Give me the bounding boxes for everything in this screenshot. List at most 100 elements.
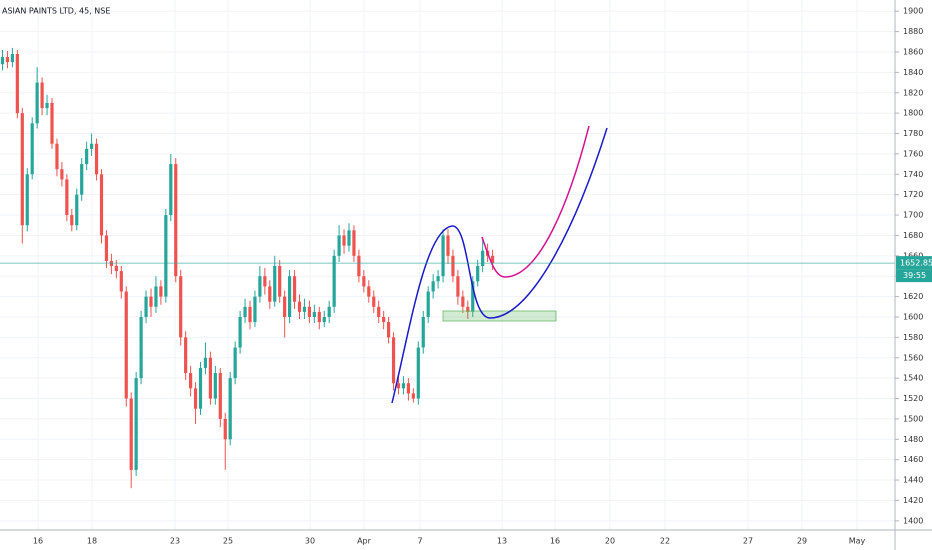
y-tick-label: 1860: [903, 47, 923, 56]
candle-body: [139, 316, 143, 379]
candle-body: [471, 281, 475, 312]
candle-body: [401, 383, 406, 389]
candle-body: [60, 169, 64, 180]
candle-body: [198, 367, 203, 409]
candle-body: [203, 357, 208, 368]
candle-body: [347, 230, 351, 246]
y-tick-label: 1440: [903, 476, 923, 485]
candle-body: [292, 276, 297, 302]
candle-body: [25, 174, 29, 226]
candle-body: [50, 102, 54, 144]
x-tick-label: 20: [605, 537, 615, 546]
candle-body: [35, 82, 39, 124]
candle-body: [258, 276, 262, 297]
candle-body: [40, 82, 44, 109]
candle-body: [456, 276, 460, 297]
candle-body: [253, 296, 257, 323]
candle-body: [70, 215, 74, 226]
candle-body: [193, 388, 198, 409]
y-tick-label: 1580: [903, 333, 923, 342]
last-price-box: [896, 256, 932, 270]
x-tick-label: 30: [305, 537, 315, 546]
candle-body: [302, 306, 307, 312]
candle-body: [297, 301, 302, 312]
candle-body: [446, 235, 450, 256]
y-tick-label: 1760: [903, 149, 923, 158]
candle-body: [223, 418, 227, 440]
x-tick-label: 16: [33, 537, 43, 546]
candle-body: [228, 378, 232, 440]
candle-body: [238, 316, 242, 348]
candle-body: [99, 174, 104, 236]
candle-body: [5, 57, 10, 63]
candle-body: [426, 291, 430, 317]
projection-curve: [391, 127, 608, 404]
x-tick-label: 16: [550, 537, 560, 546]
candle-body: [114, 266, 118, 272]
y-tick-label: 1700: [903, 211, 923, 220]
candle-body: [406, 383, 410, 394]
candle-body: [322, 316, 326, 323]
y-tick-label: 1740: [903, 170, 923, 179]
grid: [0, 0, 899, 530]
candle-body: [416, 347, 420, 399]
candle-body: [396, 383, 401, 389]
y-tick-label: 1900: [903, 7, 923, 16]
candle-body: [20, 113, 24, 226]
candle-body: [144, 296, 148, 317]
candle-body: [382, 316, 386, 323]
candle-body: [174, 164, 178, 277]
candle-body: [134, 378, 138, 470]
candle-body: [213, 373, 217, 399]
candle-body: [124, 291, 128, 399]
candle-body: [312, 311, 316, 317]
candle-body: [391, 337, 396, 384]
candle-body: [362, 276, 366, 287]
candle-body: [481, 250, 485, 267]
x-tick-label: 13: [497, 537, 507, 546]
y-tick-label: 1500: [903, 414, 923, 423]
candle-body: [451, 255, 455, 277]
x-tick-label: 29: [797, 537, 807, 546]
countdown-label: 39:55: [903, 271, 926, 280]
candle-body: [248, 306, 252, 323]
y-tick-label: 1780: [903, 129, 923, 138]
candle-body: [85, 148, 89, 165]
y-tick-label: 1520: [903, 394, 923, 403]
y-tick-label: 1600: [903, 312, 923, 321]
candle-body: [189, 373, 193, 389]
y-tick-label: 1680: [903, 231, 923, 240]
y-tick-label: 1720: [903, 190, 923, 199]
x-tick-label: 27: [743, 537, 753, 546]
candle-body: [327, 306, 331, 317]
candle-body: [288, 276, 292, 317]
candles: [0, 47, 495, 489]
candle-body: [317, 311, 321, 323]
candle-body: [45, 102, 49, 109]
x-tick-label: 22: [660, 537, 670, 546]
chart-title: ASIAN PAINTS LTD, 45, NSE: [2, 7, 110, 16]
candle-body: [377, 306, 381, 317]
candle-body: [357, 255, 361, 277]
candle-body: [149, 296, 153, 307]
y-tick-label: 1460: [903, 455, 923, 464]
candle-body: [233, 347, 237, 379]
candle-body: [30, 123, 34, 175]
y-tick-label: 1480: [903, 435, 923, 444]
candle-body: [119, 271, 123, 292]
candle-body: [476, 266, 480, 282]
projection-curve: [481, 125, 590, 278]
y-tick-label: 1560: [903, 353, 923, 362]
candle-body: [184, 337, 188, 374]
candle-body: [164, 215, 168, 297]
candle-body: [218, 373, 222, 419]
candle-body: [263, 276, 267, 287]
candle-body: [278, 266, 282, 297]
candle-body: [104, 235, 109, 261]
candle-body: [342, 235, 346, 246]
candle-body: [461, 296, 465, 307]
candle-body: [490, 255, 495, 264]
candle-body: [387, 322, 391, 338]
x-tick-label: 7: [417, 537, 422, 546]
candle-body: [372, 296, 376, 307]
